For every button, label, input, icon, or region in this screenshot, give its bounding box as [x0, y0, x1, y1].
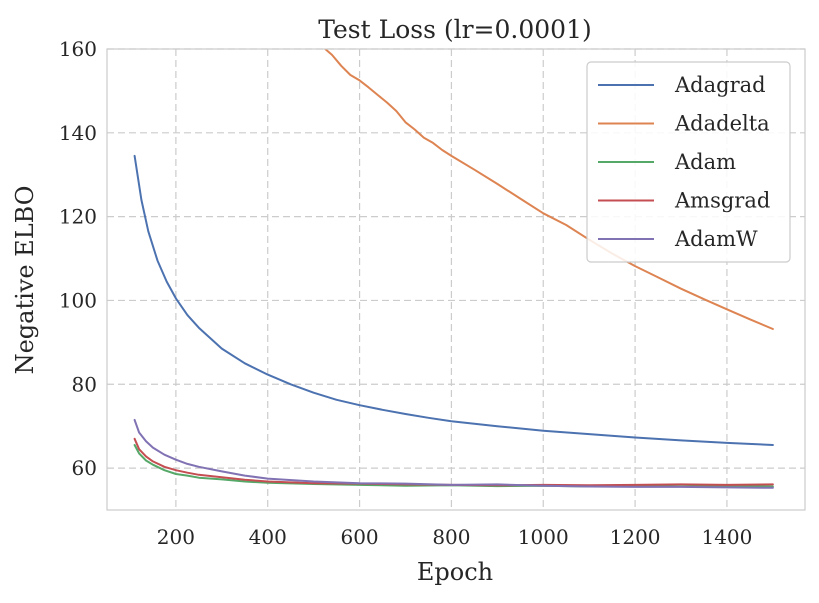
- x-tick-label: 800: [432, 525, 470, 549]
- x-axis-label: Epoch: [417, 558, 493, 586]
- legend-label-amsgrad: Amsgrad: [674, 189, 770, 213]
- x-tick-label: 200: [157, 525, 195, 549]
- x-tick-label: 1000: [518, 525, 569, 549]
- chart-title: Test Loss (lr=0.0001): [318, 15, 592, 44]
- legend-label-adadelta: Adadelta: [674, 112, 770, 136]
- legend-label-adam: Adam: [674, 150, 736, 174]
- series-line-adamw: [133, 418, 774, 489]
- y-tick-label: 60: [72, 456, 97, 480]
- y-tick-label: 120: [59, 205, 97, 229]
- y-tick-label: 140: [59, 121, 97, 145]
- series-line-adam: [133, 444, 774, 488]
- x-tick-label: 600: [340, 525, 378, 549]
- y-axis-label: Negative ELBO: [11, 186, 39, 375]
- y-tick-label: 80: [72, 372, 97, 396]
- x-tick-label: 1200: [610, 525, 661, 549]
- y-tick-label: 160: [59, 37, 97, 61]
- legend-box: [586, 61, 791, 263]
- x-axis-ticks: 200 400 600 800 1000 1200 1400: [157, 525, 753, 549]
- legend-label-adamw: AdamW: [674, 227, 758, 251]
- x-tick-label: 400: [249, 525, 287, 549]
- legend: Adagrad Adadelta Adam Amsgrad AdamW: [586, 61, 791, 263]
- legend-label-adagrad: Adagrad: [674, 73, 766, 97]
- y-axis-ticks: 60 80 100 120 140 160: [59, 37, 97, 480]
- series-line-adadelta: [323, 49, 774, 330]
- plot-frame: [106, 48, 806, 511]
- series-line-amsgrad: [133, 437, 774, 487]
- x-tick-label: 1400: [701, 525, 752, 549]
- y-tick-label: 100: [59, 288, 97, 312]
- series-line-adagrad: [133, 154, 774, 446]
- plot-lines: [133, 49, 774, 489]
